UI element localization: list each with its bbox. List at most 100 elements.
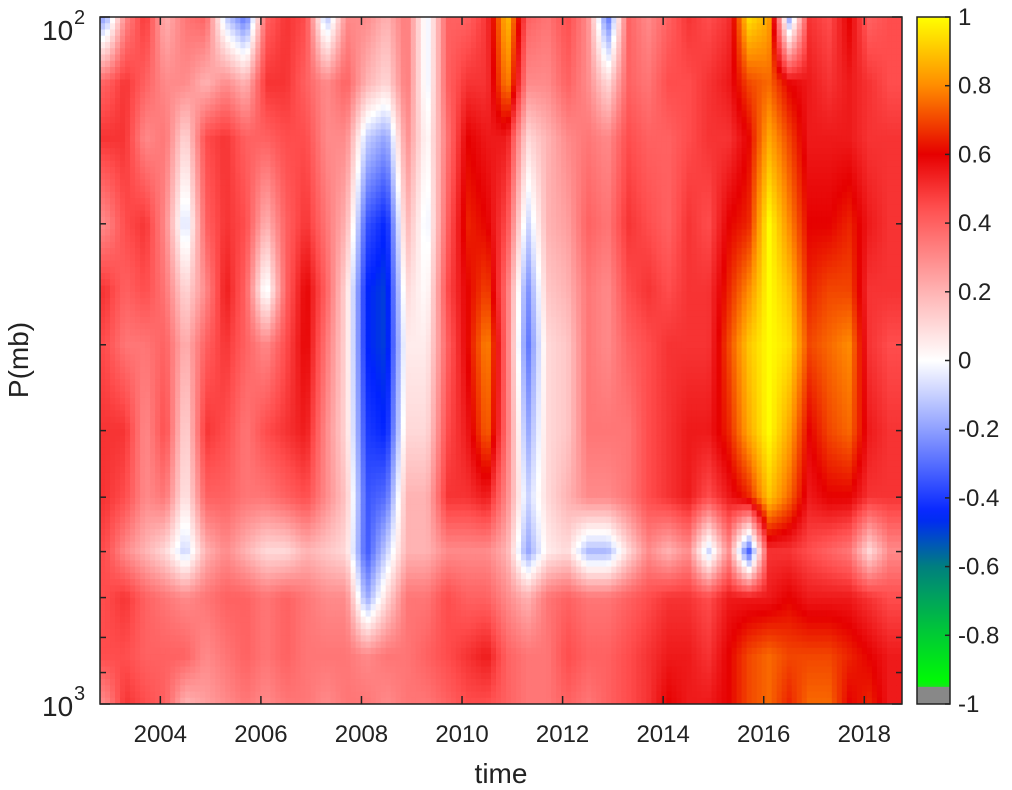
heatmap-cell: [315, 541, 322, 549]
heatmap-cell: [280, 216, 287, 224]
heatmap-cell: [275, 435, 282, 443]
heatmap-cell: [170, 316, 176, 324]
heatmap-cell: [200, 48, 206, 56]
heatmap-cell: [120, 116, 126, 124]
heatmap-cell: [230, 647, 236, 655]
heatmap-cell: [150, 185, 156, 193]
heatmap-cell: [275, 341, 282, 349]
heatmap-cell: [175, 260, 181, 268]
heatmap-cell: [145, 54, 151, 62]
heatmap-cell: [325, 48, 332, 56]
heatmap-cell: [155, 479, 161, 487]
heatmap-cell: [155, 579, 161, 586]
heatmap-cell: [145, 260, 151, 268]
heatmap-cell: [280, 666, 287, 674]
heatmap-cell: [120, 447, 126, 455]
heatmap-cell: [270, 235, 277, 243]
heatmap-cell: [165, 316, 171, 324]
heatmap-cell: [205, 198, 211, 205]
heatmap-cell: [295, 597, 302, 605]
heatmap-cell: [250, 522, 256, 530]
heatmap-cell: [120, 135, 126, 143]
heatmap-cell: [150, 298, 156, 305]
heatmap-cell: [150, 666, 156, 674]
heatmap-cell: [270, 666, 277, 674]
heatmap-cell: [165, 173, 171, 180]
heatmap-cell: [225, 504, 231, 511]
heatmap-cell: [295, 535, 302, 543]
heatmap-cell: [125, 154, 131, 162]
heatmap-cell: [285, 135, 292, 143]
heatmap-cell: [190, 316, 196, 324]
heatmap-cell: [255, 316, 261, 324]
heatmap-cell: [130, 466, 136, 474]
heatmap-cell: [300, 341, 307, 349]
heatmap-cell: [155, 560, 161, 568]
heatmap-cell: [315, 129, 322, 137]
heatmap-cell: [255, 298, 261, 305]
heatmap-cell: [220, 160, 226, 168]
heatmap-cell: [200, 60, 206, 68]
heatmap-cell: [320, 260, 327, 268]
heatmap-cell: [175, 298, 181, 305]
heatmap-cell: [185, 416, 191, 424]
heatmap-cell: [290, 316, 297, 324]
heatmap-cell: [185, 279, 191, 287]
heatmap-cell: [100, 310, 106, 318]
heatmap-cell: [275, 298, 282, 305]
heatmap-cell: [220, 510, 226, 518]
heatmap-cell: [170, 129, 176, 137]
heatmap-cell: [125, 85, 131, 93]
heatmap-cell: [255, 604, 261, 611]
heatmap-cell: [195, 241, 201, 249]
heatmap-cell: [165, 323, 171, 330]
heatmap-cell: [305, 98, 312, 106]
heatmap-cell: [155, 366, 161, 374]
heatmap-cell: [185, 110, 191, 118]
heatmap-cell: [265, 454, 272, 462]
heatmap-cell: [215, 291, 221, 299]
heatmap-cell: [265, 447, 272, 455]
heatmap-cell: [150, 248, 156, 255]
heatmap-cell: [270, 635, 277, 643]
heatmap-cell: [130, 497, 136, 505]
heatmap-cell: [260, 516, 267, 524]
heatmap-cell: [105, 479, 111, 487]
heatmap-cell: [125, 454, 131, 462]
heatmap-cell: [230, 554, 236, 561]
heatmap-cell: [320, 216, 327, 224]
heatmap-cell: [220, 304, 226, 312]
heatmap-cell: [165, 254, 171, 262]
heatmap-cell: [210, 585, 216, 593]
heatmap-cell: [110, 460, 116, 468]
heatmap-cell: [130, 166, 136, 174]
heatmap-cell: [145, 279, 151, 287]
heatmap-cell: [210, 572, 216, 580]
heatmap-cell: [195, 54, 201, 62]
heatmap-cell: [235, 254, 241, 262]
heatmap-cell: [275, 404, 282, 412]
heatmap-cell: [300, 91, 307, 99]
heatmap-cell: [315, 585, 322, 593]
heatmap-cell: [295, 566, 302, 574]
heatmap-cell: [185, 366, 191, 374]
heatmap-cell: [150, 485, 156, 493]
heatmap-cell: [160, 273, 166, 280]
heatmap-cell: [275, 329, 282, 337]
heatmap-cell: [120, 216, 126, 224]
heatmap-cell: [180, 391, 186, 399]
heatmap-cell: [150, 173, 156, 180]
heatmap-cell: [135, 572, 141, 580]
heatmap-cell: [260, 479, 267, 487]
heatmap-cell: [260, 654, 267, 661]
heatmap-cell: [135, 579, 141, 586]
heatmap-cell: [220, 585, 226, 593]
heatmap-cell: [205, 104, 211, 112]
heatmap-cell: [140, 441, 146, 449]
heatmap-cell: [290, 516, 297, 524]
heatmap-cell: [185, 372, 191, 380]
heatmap-cell: [215, 179, 221, 187]
heatmap-cell: [185, 116, 191, 124]
heatmap-cell: [120, 41, 126, 49]
heatmap-cell: [205, 491, 211, 499]
